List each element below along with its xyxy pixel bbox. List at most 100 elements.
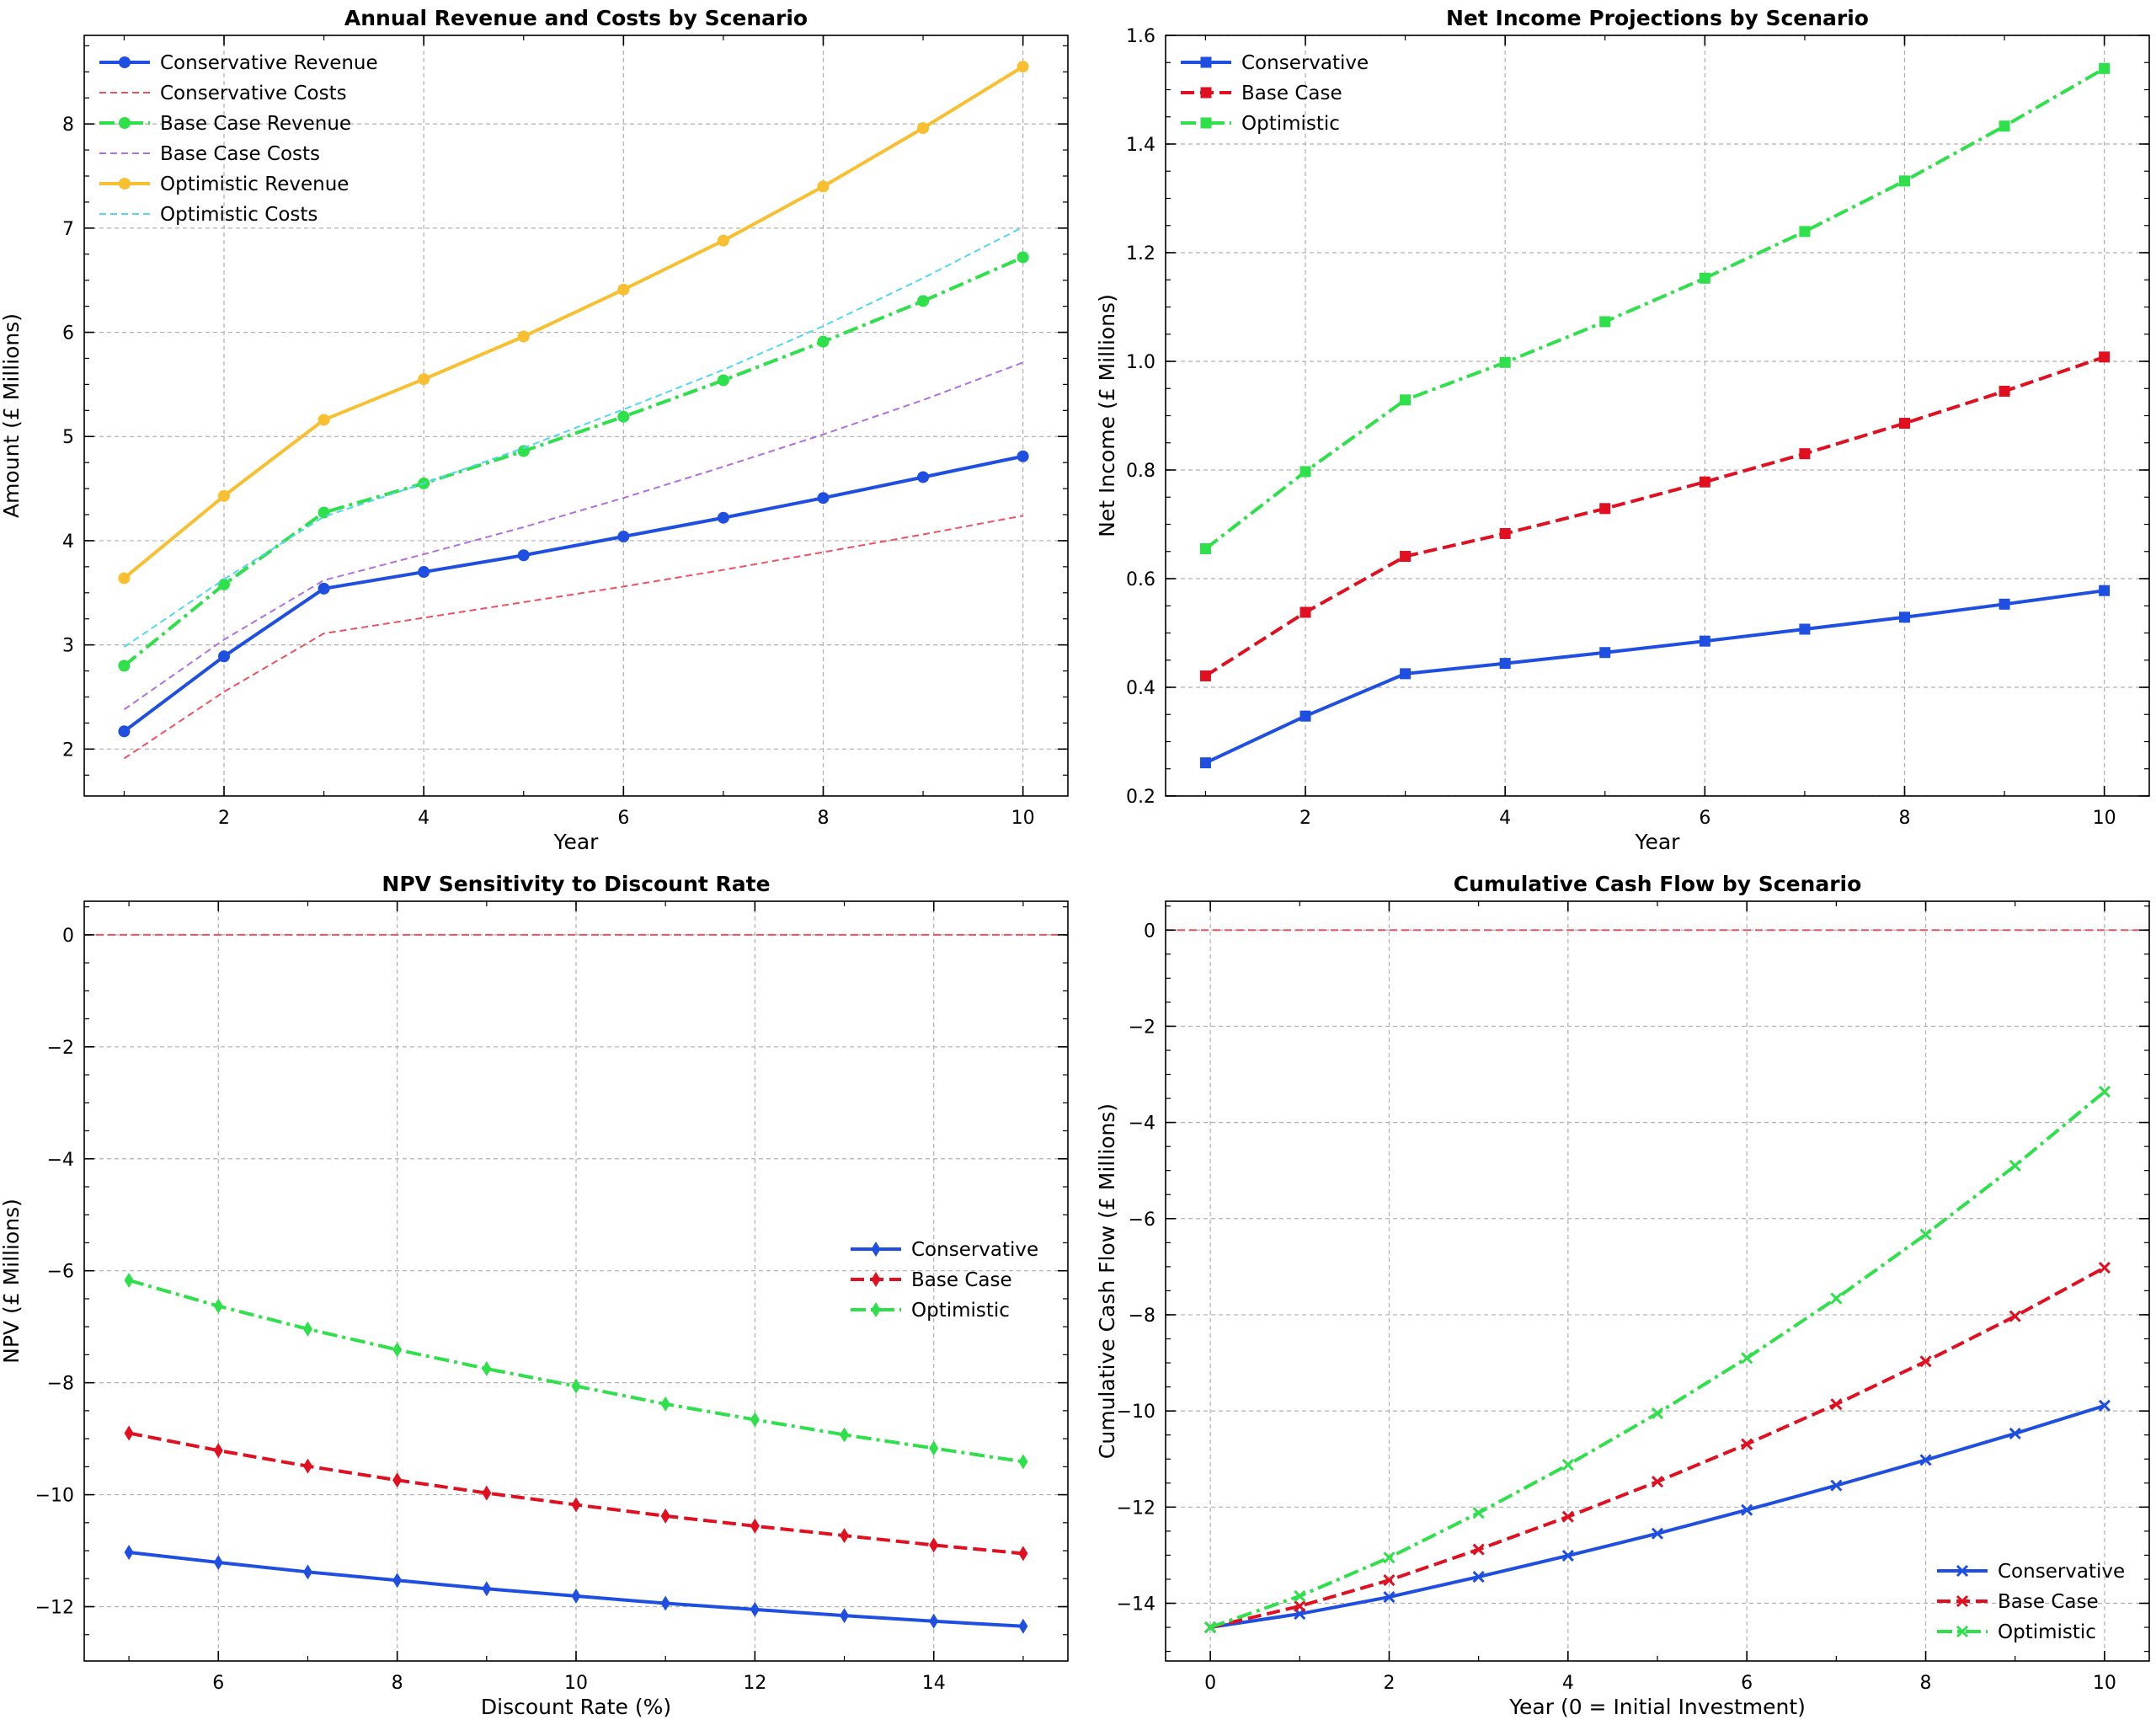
y-tick-label: 0.2 (1126, 787, 1155, 808)
legend-marker (1956, 1594, 1969, 1608)
y-tick-label: 0 (1144, 921, 1155, 942)
y-tick-label: 8 (62, 115, 74, 136)
subplot-npv_sensitivity: NPV Sensitivity to Discount Rate 6 8 10 12 14… (0, 872, 1069, 1719)
data-point (392, 1342, 403, 1358)
y-tick-label: −12 (1117, 1498, 1155, 1519)
data-point (1561, 1510, 1574, 1523)
data-point (617, 283, 630, 296)
x-tick-label: 2 (218, 808, 230, 829)
y-tick-label: 2 (62, 740, 74, 761)
data-point (517, 445, 530, 457)
data-point (124, 1425, 134, 1441)
y-axis-label: Cumulative Cash Flow (£ Millions) (1095, 1103, 1119, 1459)
data-point (1741, 1352, 1753, 1365)
legend-entry: Base Case Revenue (160, 113, 351, 135)
x-axis-label: Discount Rate (%) (481, 1695, 671, 1719)
legend-marker (1200, 56, 1212, 68)
legend-entry: Conservative (911, 1239, 1038, 1261)
x-tick-label: 6 (212, 1673, 224, 1694)
data-point (717, 374, 729, 387)
y-tick-label: −14 (1117, 1594, 1155, 1615)
y-tick-label: −8 (47, 1374, 74, 1395)
data-point (1599, 503, 1611, 515)
data-point (1999, 120, 2010, 132)
data-point (517, 330, 530, 343)
series-line (123, 361, 1023, 711)
data-point (2098, 1261, 2111, 1274)
data-point (1799, 448, 1811, 460)
data-point (1199, 670, 1211, 681)
data-point (840, 1608, 850, 1624)
data-point (1499, 356, 1511, 368)
data-point (2099, 585, 2111, 596)
y-tick-label: 1.6 (1126, 26, 1155, 47)
series-conservative (124, 1545, 1028, 1634)
data-point (750, 1601, 760, 1617)
data-point (1199, 543, 1211, 555)
data-point (2009, 1427, 2021, 1440)
data-point (1741, 1438, 1753, 1450)
x-tick-label: 2 (1383, 1673, 1395, 1694)
x-tick-label: 10 (564, 1673, 588, 1694)
y-tick-label: −4 (1129, 1114, 1155, 1135)
data-point (840, 1528, 850, 1544)
data-point (2099, 351, 2111, 363)
y-tick-label: 0.8 (1126, 461, 1155, 482)
chart-title: Cumulative Cash Flow by Scenario (1454, 872, 1862, 896)
legend-marker (871, 1302, 881, 1317)
data-point (617, 530, 630, 542)
y-tick-label: 0 (62, 926, 74, 947)
plot-frame (83, 35, 1069, 797)
x-tick-label: 8 (392, 1673, 403, 1694)
x-tick-label: 4 (1499, 808, 1511, 829)
legend-entry: Optimistic Costs (160, 204, 318, 226)
data-point (717, 511, 729, 524)
series-line (123, 454, 1024, 733)
series-line (123, 255, 1024, 667)
y-tick-label: 6 (62, 323, 74, 344)
data-point (1651, 1475, 1664, 1488)
legend-marker (119, 56, 131, 68)
data-point (118, 725, 131, 738)
legend: Conservative Revenue Conservative Costs Ba… (99, 52, 378, 226)
series-line (123, 65, 1024, 580)
legend-marker (119, 117, 131, 129)
data-point (1599, 316, 1611, 328)
series-optimistic-costs (123, 226, 1024, 648)
data-point (302, 1564, 312, 1580)
data-point (750, 1412, 760, 1428)
y-tick-label: −2 (47, 1038, 74, 1059)
series-base-case (1199, 351, 2111, 681)
data-point (660, 1396, 670, 1412)
data-point (1898, 611, 1910, 623)
x-tick-label: 10 (1011, 808, 1035, 829)
legend-entry: Optimistic (1998, 1621, 2096, 1643)
y-tick-label: 5 (62, 427, 74, 448)
series-base-case-costs (123, 361, 1023, 711)
data-point (2009, 1310, 2021, 1322)
data-point (917, 295, 930, 307)
data-point (1472, 1543, 1485, 1556)
subplot-revenue_costs: Annual Revenue and Costs by Scenario 2 4 6 8… (0, 6, 1069, 854)
x-tick-label: 10 (2093, 808, 2116, 829)
data-point (218, 578, 231, 590)
series-conservative (1199, 585, 2111, 769)
y-tick-label: −6 (47, 1262, 74, 1283)
x-tick-label: 8 (817, 808, 829, 829)
data-point (817, 335, 830, 348)
y-tick-label: −10 (35, 1486, 74, 1507)
chart-title: Annual Revenue and Costs by Scenario (344, 6, 808, 30)
data-point (418, 566, 430, 579)
data-point (1472, 1507, 1485, 1519)
series-base-case (124, 1425, 1028, 1562)
series-optimistic (124, 1273, 1028, 1470)
data-point (1018, 1546, 1028, 1562)
data-point (482, 1485, 492, 1501)
legend-entry: Conservative Revenue (160, 52, 378, 74)
data-point (302, 1321, 312, 1337)
x-tick-label: 4 (418, 808, 430, 829)
x-tick-label: 6 (1741, 1673, 1753, 1694)
data-point (118, 572, 131, 585)
